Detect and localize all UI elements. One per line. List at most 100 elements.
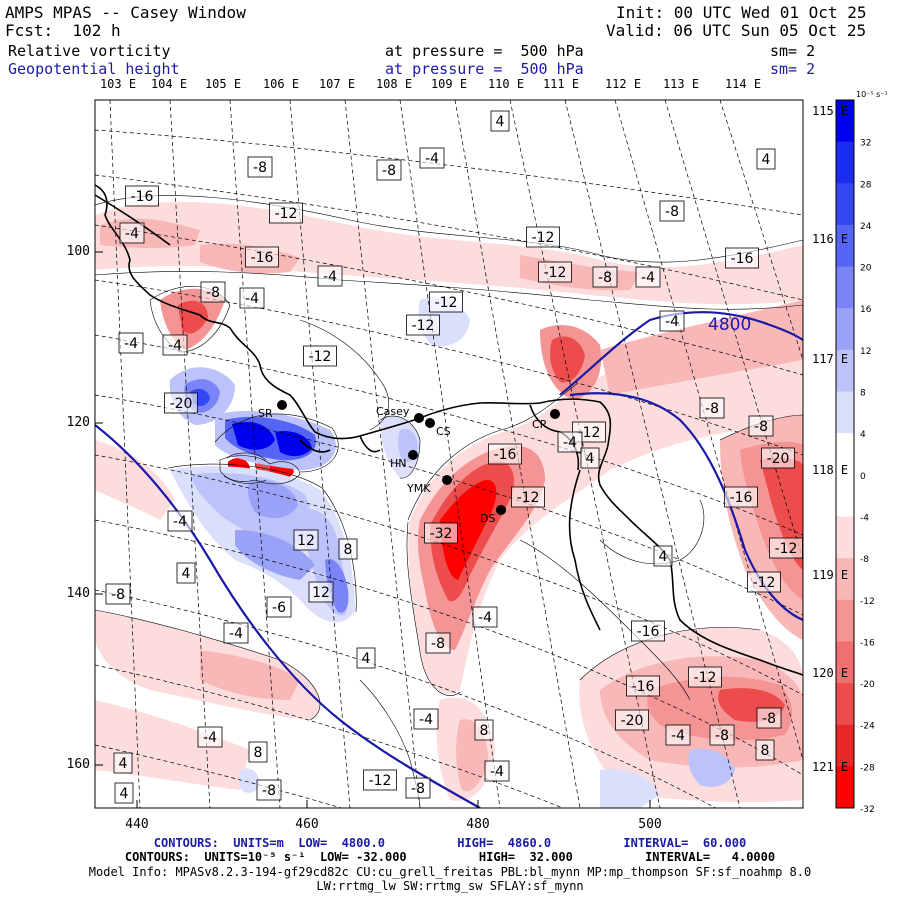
- contour-label: -4: [119, 222, 145, 244]
- contour-label: -16: [626, 675, 660, 697]
- contour-label: 4: [580, 447, 600, 469]
- colorbar-swatch: [836, 724, 854, 767]
- contour-label-text: -12: [753, 575, 776, 591]
- contour-label: -8: [699, 397, 725, 419]
- colorbar-swatch: [836, 100, 854, 143]
- contour-label: 8: [338, 538, 358, 560]
- contour-label-text: -8: [111, 587, 125, 603]
- contour-label-text: -8: [665, 204, 679, 220]
- colorbar-tick-label: -12: [860, 597, 875, 607]
- right-lon-label: 121 E: [812, 760, 849, 774]
- station-labels: SR Casey CS HN YMK DS CP: [258, 405, 547, 525]
- contour-label-text: -8: [754, 419, 768, 435]
- contour-label: -8: [405, 777, 431, 799]
- colorbar-frame: [835, 99, 855, 809]
- contour-label: -8: [756, 707, 782, 729]
- contour-label-text: -4: [641, 270, 655, 286]
- contour-label-text: -4: [245, 291, 259, 307]
- station-label-casey: Casey: [376, 405, 410, 418]
- footer-height-contours: CONTOURS: UNITS=m LOW= 4800.0 HIGH= 4860…: [153, 836, 747, 850]
- top-lon-label: 105 E: [204, 77, 242, 91]
- contour-label-text: -20: [170, 396, 193, 412]
- contour-label-text: -4: [419, 712, 433, 728]
- contour-label: -12: [363, 769, 397, 791]
- colorbar-tick-label: -16: [860, 638, 875, 648]
- plot-frame: [94, 99, 804, 809]
- left-axis-label: 140: [66, 586, 90, 601]
- contour-label: -4: [239, 287, 265, 309]
- field1-level: at pressure = 500 hPa: [385, 42, 584, 60]
- contour-label-text: -6: [272, 600, 286, 616]
- colorbar-swatch: [836, 641, 854, 684]
- colorbar-tick-label: 0: [860, 472, 866, 482]
- valid-time: Valid: 06 UTC Sun 05 Oct 25: [606, 21, 867, 40]
- contour-label-text: -8: [262, 783, 276, 799]
- contour-label: -16: [245, 246, 279, 268]
- top-lon-label: 113 E: [662, 77, 700, 91]
- footer-model-info: Model Info: MPASv8.2.3-194-gf29cd82c CU:…: [88, 865, 812, 879]
- bottom-axis-label: 480: [466, 817, 490, 832]
- stations: [277, 400, 560, 515]
- contour-label-text: -12: [369, 773, 392, 789]
- contour-label: -4: [659, 310, 685, 332]
- contour-label: 8: [474, 719, 494, 741]
- right-lon-label: 115 E: [812, 104, 849, 118]
- contour-label: -4: [162, 334, 188, 356]
- contour-label-text: -12: [694, 670, 717, 686]
- contour-label-text: -8: [411, 781, 425, 797]
- contour-label-text: -20: [621, 713, 644, 729]
- height-contour-label: 4800: [708, 315, 751, 335]
- contour-label: -8: [256, 779, 282, 801]
- contour-label: -8: [659, 200, 685, 222]
- contour-label: -4: [223, 622, 249, 644]
- colorbar-swatch: [836, 266, 854, 309]
- contour-label-text: -12: [412, 318, 435, 334]
- bottom-axis-label: 500: [638, 817, 662, 832]
- right-lon-label: 116 E: [812, 232, 849, 246]
- contour-label: -4: [197, 726, 223, 748]
- contour-label-text: -8: [762, 711, 776, 727]
- footer-model-info-2: LW:rrtmg_lw SW:rrtmg_sw SFLAY:sf_mynn: [316, 879, 584, 893]
- colorbar-tick-label: -24: [860, 722, 875, 732]
- contour-label: -4: [167, 510, 193, 532]
- contour-labels: 4-8-4-84-16-8-12-4 -12-16-12 -8 -4-16-8 -4-4…: [105, 110, 803, 804]
- contour-label-text: -16: [632, 679, 655, 695]
- contour-label: -20: [164, 392, 198, 414]
- contour-label-text: -8: [705, 401, 719, 417]
- top-lon-label: 111 E: [542, 77, 580, 91]
- contour-label: -8: [709, 724, 735, 746]
- contour-label: -4: [317, 265, 343, 287]
- contour-label-text: 8: [344, 542, 353, 558]
- contour-label-text: -8: [382, 163, 396, 179]
- contour-label: 4: [113, 752, 133, 774]
- contour-label-text: -16: [494, 447, 517, 463]
- contour-label-text: -4: [203, 730, 217, 746]
- contour-label: -12: [429, 291, 463, 313]
- contour-label: -12: [769, 537, 803, 559]
- colorbar-tick-label: -20: [860, 680, 875, 690]
- bottom-axis-label: 460: [295, 817, 319, 832]
- contour-label: -32: [424, 522, 458, 544]
- contour-label: -20: [615, 709, 649, 731]
- contour-label: 4: [653, 545, 673, 567]
- colorbar-swatch: [836, 433, 854, 476]
- station-label-cp: CP: [532, 418, 547, 431]
- contour-label-text: 4: [762, 152, 771, 168]
- contour-label-text: 4: [362, 651, 371, 667]
- colorbar-swatch: [836, 183, 854, 226]
- contour-label: 12: [308, 581, 334, 603]
- colorbar-swatch: [836, 141, 854, 184]
- contour-label: -4: [484, 760, 510, 782]
- station-label-cs: CS: [436, 425, 451, 438]
- contour-label-text: 8: [480, 723, 489, 739]
- colorbar-swatch: [836, 599, 854, 642]
- colorbar-swatch: [836, 766, 854, 809]
- contour-label-text: -12: [435, 295, 458, 311]
- contour-label: -16: [631, 620, 665, 642]
- contour-label: -16: [488, 443, 522, 465]
- left-axis-label: 100: [66, 244, 90, 259]
- contour-label: -8: [247, 156, 273, 178]
- contour-label-text: -12: [578, 425, 601, 441]
- contour-label-text: -4: [563, 435, 577, 451]
- contour-label-text: -8: [431, 636, 445, 652]
